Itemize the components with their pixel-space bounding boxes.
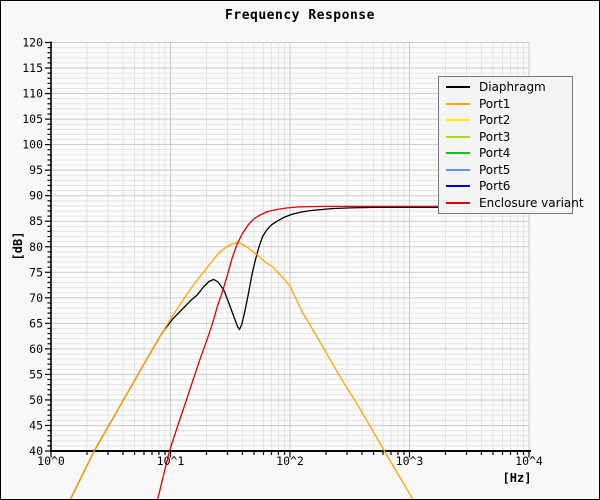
- y-tick-label: 110: [22, 87, 43, 101]
- legend-item-port4: Port4: [439, 145, 572, 162]
- chart-title: Frequency Response: [225, 8, 375, 23]
- y-tick-label: 75: [29, 265, 43, 279]
- legend-swatch-port5: [446, 168, 470, 171]
- x-tick-label: 10^1: [157, 454, 185, 468]
- grid-major: [51, 42, 530, 451]
- y-tick-label: 45: [29, 418, 43, 432]
- y-tick-label: 40: [29, 444, 43, 458]
- legend-label: Port5: [479, 162, 511, 177]
- x-tick-label: 10^2: [276, 454, 304, 468]
- tick-marks: [45, 41, 530, 458]
- legend-swatch-diaphragm: [446, 86, 470, 89]
- x-tick-label: 10^4: [515, 454, 543, 468]
- legend-swatch-enclosure-variant: [446, 201, 470, 204]
- legend-item-port3: Port3: [439, 129, 572, 146]
- y-tick-label: 115: [22, 61, 43, 75]
- y-tick-label: 65: [29, 316, 43, 330]
- y-tick-label: 85: [29, 214, 43, 228]
- y-tick-label: 70: [29, 291, 43, 305]
- legend-item-port2: Port2: [439, 112, 572, 129]
- y-tick-label: 60: [29, 342, 43, 356]
- x-tick-label: 10^0: [37, 454, 65, 468]
- legend-swatch-port3: [446, 135, 470, 138]
- legend: Diaphragm Port1 Port2 Port3 Port4 Port5 Port6 E…: [438, 76, 584, 214]
- y-tick-label: 50: [29, 393, 43, 407]
- legend-swatch-port6: [446, 185, 470, 188]
- x-tick-labels: 10^0 10^1 10^2 10^3 10^4: [37, 454, 543, 468]
- y-tick-label: 95: [29, 163, 43, 177]
- legend-item-enclosure-variant: Enclosure variant: [439, 195, 584, 212]
- legend-label: Port1: [479, 96, 511, 111]
- x-tick-label: 10^3: [396, 454, 424, 468]
- y-tick-label: 80: [29, 240, 43, 254]
- y-tick-label: 55: [29, 367, 43, 381]
- legend-swatch-port4: [446, 152, 470, 155]
- y-tick-labels: 40 45 50 55 60 65 70 75 80 85 90 95 100 105 110 115 120: [22, 36, 43, 459]
- y-tick-label: 100: [22, 138, 43, 152]
- legend-swatch-port1: [446, 102, 470, 105]
- legend-label: Port6: [479, 179, 511, 194]
- y-tick-label: 90: [29, 189, 43, 203]
- legend-swatch-port2: [446, 119, 470, 122]
- series-diaphragm: [69, 206, 529, 499]
- series-enclosure-variant: [157, 205, 529, 499]
- legend-item-port5: Port5: [439, 162, 572, 179]
- legend-item-diaphragm: Diaphragm: [439, 79, 572, 96]
- legend-label: Port4: [479, 146, 511, 161]
- series-port1: [69, 242, 414, 499]
- y-tick-label: 120: [22, 36, 43, 50]
- legend-label: Port3: [479, 129, 511, 144]
- legend-item-port1: Port1: [439, 96, 572, 113]
- x-axis-label: [Hz]: [502, 471, 532, 485]
- y-tick-label: 105: [22, 112, 43, 126]
- legend-label: Enclosure variant: [479, 195, 584, 210]
- legend-label: Port2: [479, 113, 511, 128]
- legend-item-port6: Port6: [439, 178, 572, 195]
- legend-label: Diaphragm: [479, 80, 546, 95]
